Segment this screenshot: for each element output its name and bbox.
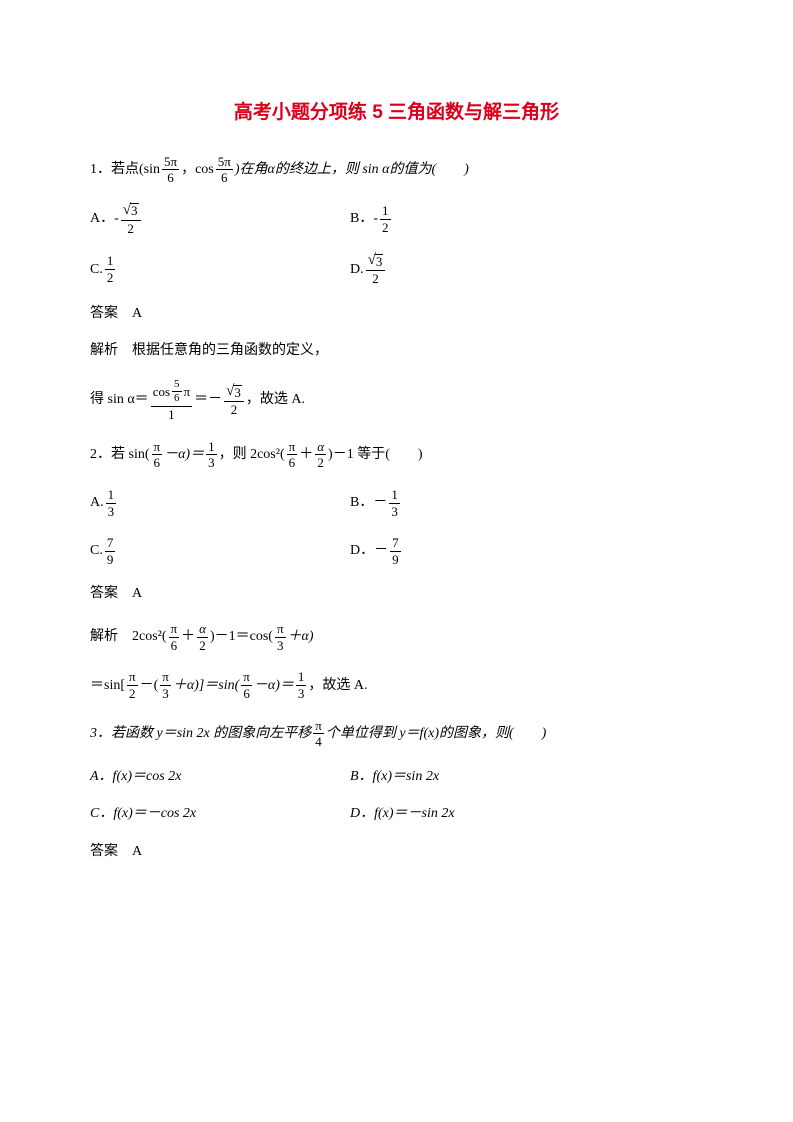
q1-expl2-bigfrac: cos 5 6 π 1 — [151, 379, 192, 422]
q3-answer: 答案 A — [90, 842, 703, 862]
q1-expl2: 得 sin α＝ cos 5 6 π 1 ＝－ √3 2 ，故选 A. — [90, 379, 703, 422]
q1-optA-frac: √3 2 — [121, 203, 141, 235]
q1-stem-suffix: )在角α的终边上，则 sin α的值为( ) — [235, 160, 469, 180]
q1-optB-frac: 1 2 — [380, 204, 391, 234]
q3-optB: B．f(x)＝sin 2x — [350, 767, 439, 787]
q1-optD-frac: √3 2 — [366, 253, 386, 285]
page-title: 高考小题分项练 5 三角函数与解三角形 — [90, 100, 703, 127]
q1-expl2-frac2: √3 2 — [224, 384, 244, 416]
q1-frac2: 5π 6 — [216, 155, 233, 185]
q1-optB: B．- 1 2 — [350, 203, 393, 235]
q3-opts-ab: A．f(x)＝cos 2x B．f(x)＝sin 2x — [90, 767, 703, 787]
q1-optA: A．- √3 2 — [90, 203, 350, 235]
q1-optD: D. √3 2 — [350, 253, 387, 285]
q1-opts-ab: A．- √3 2 B．- 1 2 — [90, 203, 703, 235]
q3-optA: A．f(x)＝cos 2x — [90, 767, 350, 787]
q2-stem: 2．若 sin( π6 －α)＝ 13 ，则 2cos²( π6 ＋ α2 )－… — [90, 440, 703, 470]
q2-opts-cd: C. 79 D．－ 79 — [90, 536, 703, 566]
q2-opts-ab: A. 13 B．－ 13 — [90, 488, 703, 518]
q2-expl2: ＝sin[ π2 －( π3 ＋α)]＝sin( π6 －α)＝ 13 ，故选 … — [90, 670, 703, 700]
q1-frac1: 5π 6 — [162, 155, 179, 185]
q3-opts-cd: C．f(x)＝－cos 2x D．f(x)＝－sin 2x — [90, 804, 703, 824]
q1-stem: 1．若点(sin 5π 6 ，cos 5π 6 )在角α的终边上，则 sin α… — [90, 155, 703, 185]
q1-stem-mid: ，cos — [181, 160, 214, 180]
q1-optC-frac: 1 2 — [105, 254, 116, 284]
q2-optC: C. 79 — [90, 536, 350, 566]
q1-stem-prefix: 1．若点(sin — [90, 160, 160, 180]
page: 高考小题分项练 5 三角函数与解三角形 1．若点(sin 5π 6 ，cos 5… — [0, 0, 793, 1122]
q3-optD: D．f(x)＝－sin 2x — [350, 804, 455, 824]
q1-opts-cd: C. 1 2 D. √3 2 — [90, 253, 703, 285]
q2-optD: D．－ 79 — [350, 536, 403, 566]
q1-expl1: 解析 根据任意角的三角函数的定义， — [90, 341, 703, 361]
q3-optC: C．f(x)＝－cos 2x — [90, 804, 350, 824]
q2-optB: B．－ 13 — [350, 488, 402, 518]
q3-stem: 3．若函数 y＝sin 2x 的图象向左平移 π4 个单位得到 y＝f(x)的图… — [90, 719, 703, 749]
q1-answer: 答案 A — [90, 304, 703, 324]
q1-optC: C. 1 2 — [90, 253, 350, 285]
q2-optA: A. 13 — [90, 488, 350, 518]
q2-expl1: 解析 2cos²( π6 ＋ α2 )－1＝cos( π3 ＋α) — [90, 622, 703, 652]
q2-answer: 答案 A — [90, 584, 703, 604]
